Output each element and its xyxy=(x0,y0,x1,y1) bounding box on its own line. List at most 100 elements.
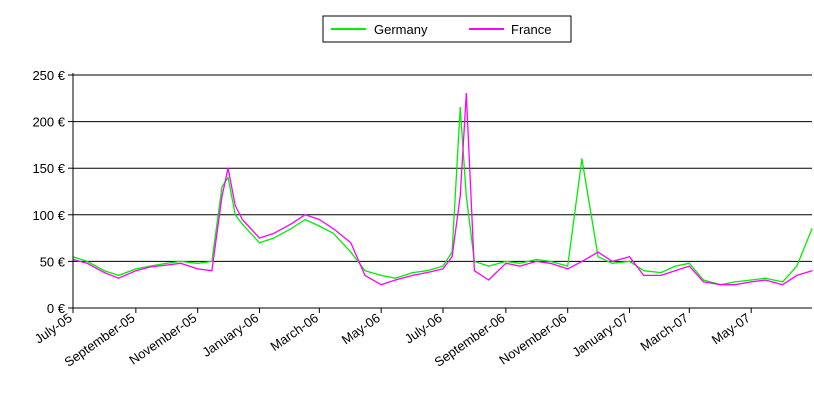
x-tick-label-3: January-06 xyxy=(199,310,261,360)
data-point-france xyxy=(426,272,428,274)
data-point-germany xyxy=(519,262,521,264)
data-point-germany xyxy=(628,260,631,262)
data-point-germany xyxy=(227,176,229,179)
data-point-germany xyxy=(234,214,236,216)
data-point-germany xyxy=(412,272,414,274)
data-point-germany xyxy=(688,262,690,264)
data-point-germany xyxy=(465,195,467,197)
data-point-germany xyxy=(702,279,705,281)
data-point-germany xyxy=(660,272,662,274)
data-point-france xyxy=(750,281,752,283)
data-point-germany xyxy=(332,232,335,234)
data-point-france xyxy=(197,268,199,270)
data-point-germany xyxy=(426,270,428,272)
legend-germany-label: Germany xyxy=(374,22,428,37)
data-point-germany xyxy=(304,218,306,221)
data-point-france xyxy=(290,223,292,225)
data-point-france xyxy=(505,262,507,264)
x-tick-label-10: March-07 xyxy=(637,310,691,354)
data-point-france xyxy=(611,260,613,262)
data-point-france xyxy=(350,242,352,244)
data-point-germany xyxy=(643,270,645,272)
x-tick-label-5: May-06 xyxy=(339,310,383,347)
data-point-germany xyxy=(535,258,537,261)
data-point-france xyxy=(442,268,444,270)
data-point-germany xyxy=(197,262,199,264)
data-point-france xyxy=(451,256,453,258)
data-point-germany xyxy=(581,158,583,160)
legend-france-label: France xyxy=(511,22,551,37)
data-point-france xyxy=(149,266,151,268)
x-tick-label-11: May-07 xyxy=(709,310,753,347)
data-point-germany xyxy=(549,260,552,262)
gridlines xyxy=(73,74,812,262)
series-lines xyxy=(72,92,813,286)
data-point-france xyxy=(165,264,167,266)
data-point-germany xyxy=(179,260,182,262)
data-point-france xyxy=(211,270,213,272)
data-point-france xyxy=(380,284,382,286)
y-axis-ticks: 0 € 50 € 100 € 150 € 200 € 250 € xyxy=(32,68,73,316)
data-point-france xyxy=(597,251,599,253)
data-point-france xyxy=(734,284,736,286)
data-point-germany xyxy=(734,281,736,283)
data-point-germany xyxy=(394,277,396,279)
data-point-france xyxy=(103,272,105,274)
data-point-france xyxy=(720,284,722,286)
data-point-france xyxy=(660,274,662,276)
data-point-france xyxy=(273,232,275,234)
data-point-germany xyxy=(782,281,784,283)
data-point-germany xyxy=(318,225,320,227)
data-point-germany xyxy=(611,262,613,264)
data-point-germany xyxy=(380,274,382,276)
data-point-germany xyxy=(258,242,261,244)
y-tick-label-50: 50 € xyxy=(40,254,66,269)
data-point-germany xyxy=(796,265,798,267)
legend: Germany France xyxy=(322,15,572,43)
data-point-france xyxy=(549,262,552,264)
data-point-france xyxy=(135,270,137,272)
data-point-france xyxy=(258,237,261,239)
y-tick-label-100: 100 € xyxy=(32,208,65,223)
data-point-france xyxy=(535,260,537,262)
x-tick-label-2: November-05 xyxy=(126,310,199,367)
data-point-germany xyxy=(241,223,243,225)
data-point-france xyxy=(318,218,320,221)
data-point-france xyxy=(519,265,521,267)
data-point-france xyxy=(702,281,705,283)
y-tick-label-250: 250 € xyxy=(32,68,65,83)
data-point-germany xyxy=(459,107,461,109)
data-point-france xyxy=(643,274,645,276)
data-point-france xyxy=(86,262,88,264)
y-tick-label-200: 200 € xyxy=(32,115,65,130)
data-point-france xyxy=(459,195,461,197)
data-point-germany xyxy=(488,265,490,267)
data-point-germany xyxy=(442,265,444,267)
data-point-germany xyxy=(505,260,507,262)
data-point-germany xyxy=(103,270,105,272)
axes xyxy=(72,73,812,309)
data-point-germany xyxy=(750,279,752,281)
x-tick-label-4: March-06 xyxy=(267,310,321,354)
data-point-germany xyxy=(118,274,120,276)
data-point-france xyxy=(364,274,366,276)
data-point-germany xyxy=(211,260,213,262)
data-point-germany xyxy=(567,265,569,267)
data-point-france xyxy=(473,270,475,272)
data-point-germany xyxy=(273,237,275,239)
data-point-france xyxy=(332,228,335,230)
data-point-france xyxy=(581,260,583,262)
data-point-france xyxy=(241,218,243,221)
data-point-germany xyxy=(86,260,88,262)
data-point-germany xyxy=(597,256,599,258)
x-tick-label-8: November-06 xyxy=(496,310,569,367)
y-tick-label-0: 0 € xyxy=(47,301,66,316)
x-tick-label-9: January-07 xyxy=(569,310,631,360)
data-point-germany xyxy=(350,251,352,253)
data-point-france xyxy=(567,268,569,270)
x-tick-label-1: September-05 xyxy=(61,310,137,370)
data-point-france xyxy=(811,270,813,272)
series-line-germany xyxy=(72,106,813,286)
